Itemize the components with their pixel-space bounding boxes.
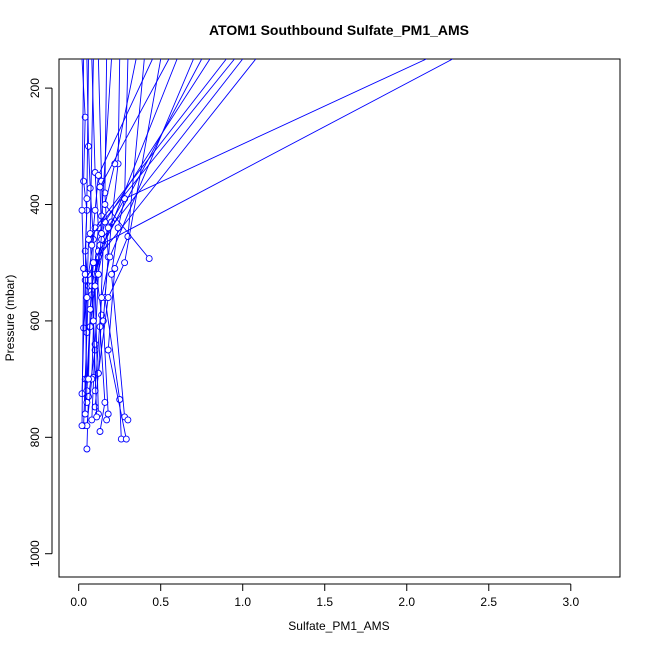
y-tick-label: 800 bbox=[28, 427, 42, 447]
x-tick-label: 2.5 bbox=[480, 595, 497, 609]
data-point bbox=[104, 224, 112, 232]
data-point bbox=[83, 294, 91, 302]
series-line bbox=[94, 59, 427, 287]
data-point bbox=[78, 422, 86, 430]
data-point bbox=[121, 259, 129, 267]
data-point bbox=[85, 142, 92, 150]
data-point bbox=[91, 282, 99, 290]
data-point bbox=[85, 375, 92, 383]
series-profile bbox=[101, 59, 125, 443]
series-line bbox=[91, 59, 153, 246]
data-point bbox=[78, 206, 86, 214]
series-line bbox=[84, 59, 235, 415]
x-tick-label: 0.0 bbox=[70, 595, 87, 609]
data-point bbox=[103, 416, 111, 424]
series-profile bbox=[88, 59, 153, 249]
series-line bbox=[97, 59, 170, 275]
data-point bbox=[88, 241, 96, 249]
data-point bbox=[89, 259, 97, 267]
data-point bbox=[98, 230, 106, 238]
series-line bbox=[83, 59, 227, 328]
x-tick-label: 1.0 bbox=[234, 595, 251, 609]
data-point bbox=[86, 305, 94, 313]
data-point bbox=[80, 177, 88, 185]
data-point bbox=[101, 201, 109, 208]
x-axis: 0.0 0.5 1.0 1.5 2.0 2.5 3.0 bbox=[70, 583, 579, 609]
data-point bbox=[96, 183, 104, 191]
x-tick-label: 0.5 bbox=[152, 595, 169, 609]
series-profile bbox=[91, 59, 194, 395]
data-point bbox=[122, 435, 130, 443]
series-line bbox=[88, 59, 203, 380]
data-point bbox=[104, 346, 112, 354]
y-tick-label: 600 bbox=[28, 311, 42, 331]
data-point bbox=[85, 235, 92, 243]
data-point bbox=[94, 171, 102, 179]
y-tick-label: 200 bbox=[28, 78, 42, 98]
data-point bbox=[81, 270, 89, 278]
x-tick-label: 3.0 bbox=[562, 595, 579, 609]
data-point bbox=[145, 255, 153, 263]
series-profile bbox=[85, 59, 203, 383]
data-point bbox=[81, 410, 89, 418]
series-line bbox=[89, 59, 98, 417]
y-axis: 200 400 600 800 1000 bbox=[28, 78, 53, 567]
data-point bbox=[91, 403, 99, 411]
data-point bbox=[98, 294, 106, 302]
data-point bbox=[83, 398, 91, 406]
data-point bbox=[111, 265, 119, 272]
series-profile bbox=[91, 59, 453, 418]
data-point bbox=[101, 398, 109, 406]
series-line bbox=[94, 59, 453, 415]
data-point bbox=[93, 413, 101, 421]
x-axis-label: Sulfate_PM1_AMS bbox=[288, 619, 389, 633]
x-tick-label: 2.0 bbox=[398, 595, 415, 609]
series-profile bbox=[86, 59, 101, 421]
series-line bbox=[94, 59, 194, 391]
series-profile bbox=[91, 59, 427, 290]
data-point bbox=[106, 253, 114, 261]
data-point bbox=[88, 416, 96, 424]
data-point bbox=[108, 270, 115, 278]
data-point bbox=[96, 241, 104, 249]
plot-area bbox=[78, 59, 453, 453]
plot-frame bbox=[58, 58, 621, 578]
y-tick-label: 1000 bbox=[28, 540, 42, 567]
series-profile bbox=[101, 59, 153, 263]
series-profile bbox=[81, 59, 235, 418]
series-line bbox=[97, 59, 106, 432]
data-point bbox=[91, 387, 99, 395]
data-point bbox=[83, 445, 91, 453]
data-point bbox=[89, 317, 97, 325]
y-tick-label: 400 bbox=[28, 194, 42, 214]
data-point bbox=[83, 195, 91, 203]
x-tick-label: 1.5 bbox=[316, 595, 333, 609]
data-point bbox=[96, 428, 104, 435]
data-point bbox=[124, 416, 132, 424]
data-point bbox=[104, 410, 112, 418]
series-profile bbox=[78, 59, 88, 430]
data-point bbox=[86, 184, 94, 192]
data-point bbox=[104, 294, 112, 302]
data-point bbox=[94, 270, 102, 278]
series-profile bbox=[94, 59, 170, 278]
y-axis-label: Pressure (mbar) bbox=[3, 275, 17, 362]
data-point bbox=[91, 206, 99, 214]
series-line bbox=[104, 59, 150, 259]
chart-title: ATOM1 Southbound Sulfate_PM1_AMS bbox=[209, 22, 469, 38]
series-line bbox=[81, 59, 85, 426]
